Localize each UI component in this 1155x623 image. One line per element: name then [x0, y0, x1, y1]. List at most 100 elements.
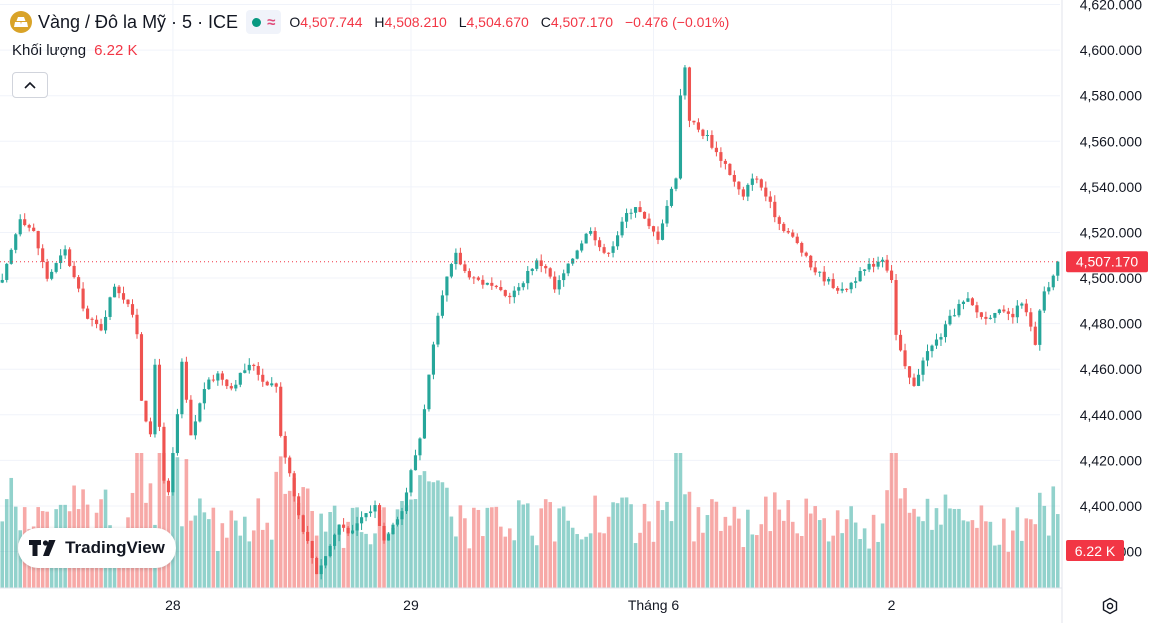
volume-bar — [436, 480, 440, 588]
candle-body — [395, 519, 400, 525]
volume-label[interactable]: Khối lượng — [12, 42, 87, 59]
candle-body — [220, 373, 224, 380]
volume-bar — [822, 518, 826, 588]
volume-bar — [548, 502, 553, 588]
candle-body — [889, 270, 894, 281]
volume-bar — [449, 516, 454, 588]
volume-bar — [930, 529, 934, 588]
volume-bar — [1042, 505, 1047, 588]
volume-bar — [880, 523, 885, 588]
chart-settings-button[interactable] — [1098, 594, 1122, 618]
volume-bar — [781, 520, 786, 588]
candle-body — [517, 287, 521, 291]
price-axis[interactable]: 4,380.0004,400.0004,420.0004,440.0004,46… — [1080, 0, 1142, 560]
candle-body — [705, 135, 709, 137]
candle-body — [575, 250, 579, 259]
candle-body — [854, 281, 858, 283]
status-pill[interactable]: ≈ — [246, 10, 282, 34]
volume-bar — [211, 507, 216, 588]
volume-bar — [817, 520, 822, 588]
candle-body — [63, 249, 67, 256]
candle-body — [692, 120, 696, 123]
candle-body — [903, 350, 907, 367]
candle-body — [297, 496, 301, 516]
volume-bar — [534, 545, 539, 588]
y-tick-label: 4,520.000 — [1080, 224, 1142, 240]
volume-bar — [454, 536, 458, 588]
candle-body — [916, 374, 921, 386]
volume-bar — [543, 499, 548, 588]
symbol-title[interactable]: Vàng / Đô la Mỹ · 5 · ICE — [38, 11, 239, 32]
y-tick-label: 4,620.000 — [1080, 0, 1142, 13]
volume-bar — [220, 523, 225, 588]
candle-body — [777, 217, 781, 224]
candle-body — [427, 374, 431, 410]
candle-body — [921, 360, 925, 375]
candle-body — [68, 249, 72, 266]
candle-body — [409, 470, 413, 493]
candle-body — [373, 505, 377, 512]
candle-body — [211, 379, 215, 381]
candle-body — [795, 236, 799, 243]
volume-bar — [840, 533, 844, 588]
volume-bar — [359, 532, 364, 588]
collapse-legend-button[interactable] — [12, 72, 48, 98]
volume-bar — [440, 482, 445, 588]
candle-body — [162, 426, 166, 481]
close-value: 4,507.170 — [550, 14, 614, 30]
candle-body — [86, 308, 90, 319]
volume-bar — [162, 453, 166, 588]
candle-body — [642, 211, 647, 219]
volume-bar — [476, 509, 481, 588]
y-tick-label: 4,500.000 — [1080, 270, 1142, 286]
volume-bar — [0, 521, 5, 588]
volume-bar — [382, 507, 386, 588]
time-axis[interactable]: 28 29 Tháng 6 2 — [165, 597, 896, 613]
volume-bar — [948, 508, 952, 588]
candle-body — [1051, 275, 1055, 288]
candle-body — [283, 435, 287, 458]
candle-body — [539, 260, 543, 267]
volume-bar — [642, 503, 647, 588]
volume-bar — [611, 502, 615, 588]
volume-bar — [687, 491, 692, 588]
candle-body — [422, 409, 427, 439]
volume-bar — [804, 498, 809, 588]
last-volume-value: 6.22 K — [1075, 543, 1116, 559]
candle-body — [988, 317, 992, 319]
candle-body — [288, 457, 292, 474]
volume-bar — [584, 536, 588, 588]
candle-body — [144, 400, 148, 422]
volume-bar — [507, 528, 512, 588]
candle-body — [773, 201, 777, 218]
candle-body — [966, 298, 970, 302]
volume-bar — [907, 512, 912, 588]
candle-body — [400, 511, 404, 520]
candle-body — [620, 221, 624, 236]
candle-body — [611, 246, 615, 253]
volume-bar — [961, 520, 966, 588]
candle-body — [90, 318, 94, 320]
volume-bar — [570, 527, 575, 588]
candle-body — [845, 288, 849, 290]
candle-body — [1002, 309, 1006, 312]
volume-bar — [9, 477, 14, 588]
candle-body — [216, 373, 220, 381]
tradingview-logo[interactable]: TradingView — [18, 528, 176, 568]
candle-body — [607, 252, 611, 254]
volume-bar — [876, 541, 880, 588]
volume-bar — [867, 548, 871, 588]
candle-body — [831, 278, 835, 288]
volume-bar — [957, 508, 961, 588]
candle-body — [1042, 291, 1046, 311]
volume-bar — [925, 498, 930, 588]
candle-body — [710, 135, 714, 148]
candle-body — [1047, 287, 1051, 292]
candle-body — [526, 270, 530, 284]
candle-body — [934, 339, 939, 346]
open-label: O — [289, 14, 301, 30]
volume-bar — [813, 506, 818, 588]
volume-bar — [858, 539, 862, 588]
candle-body — [445, 276, 449, 296]
